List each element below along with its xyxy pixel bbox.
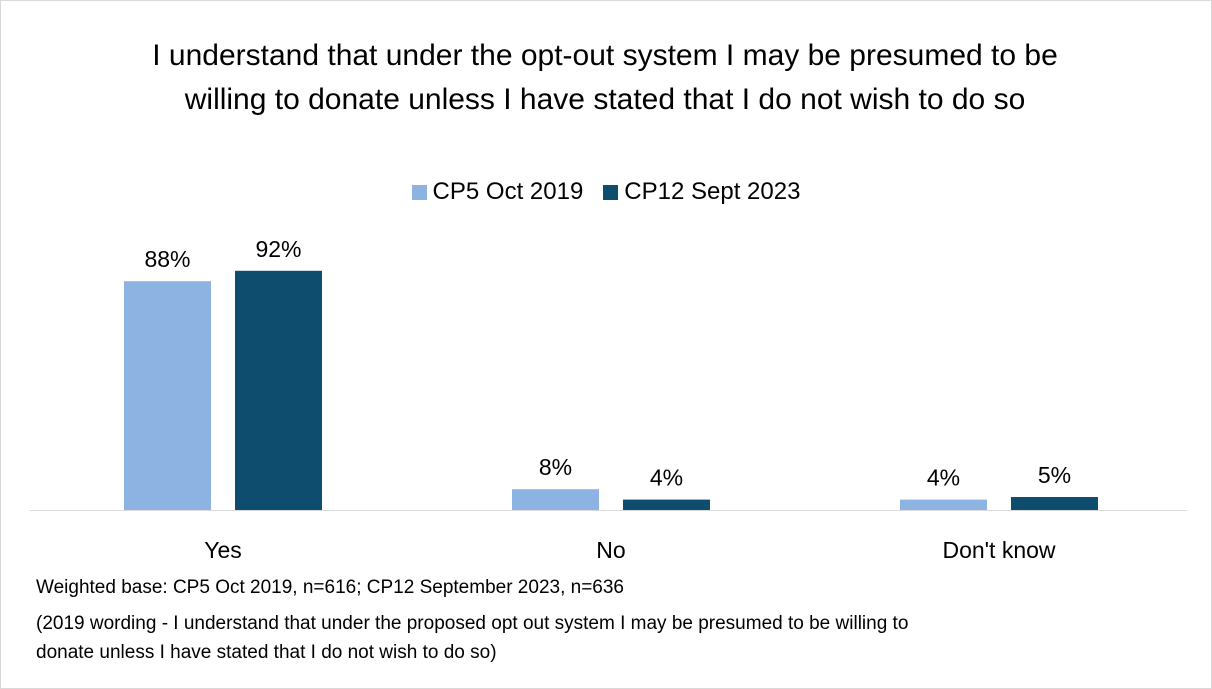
data-label-cp5-don-t-know: 4%	[927, 465, 960, 491]
category-label-no: No	[596, 537, 625, 563]
legend-item-cp12: CP12 Sept 2023	[603, 178, 800, 206]
category-label-don-t-know: Don't know	[942, 537, 1055, 563]
data-label-cp12-no: 4%	[650, 465, 683, 491]
bar-cp5-yes	[124, 281, 211, 510]
legend-item-cp5: CP5 Oct 2019	[411, 178, 584, 206]
legend-label-cp12: CP12 Sept 2023	[624, 178, 801, 205]
legend-label-cp5: CP5 Oct 2019	[432, 178, 584, 205]
data-label-cp12-yes: 92%	[255, 236, 301, 262]
bar-cp12-don-t-know	[1011, 497, 1098, 510]
bar-cp12-no	[623, 499, 710, 510]
data-label-cp5-no: 8%	[539, 454, 572, 480]
legend-swatch-cp5	[411, 184, 427, 200]
data-label-cp12-don-t-know: 5%	[1038, 462, 1071, 488]
bar-cp12-yes	[235, 270, 322, 510]
footnote-wording-line1: (2019 wording - I understand that under …	[36, 613, 909, 634]
footnote-base: Weighted base: CP5 Oct 2019, n=616; CP12…	[36, 577, 624, 598]
footnote-wording-line2: donate unless I have stated that I do no…	[36, 642, 497, 663]
bar-cp5-don-t-know	[900, 499, 987, 510]
category-label-yes: Yes	[204, 537, 242, 563]
legend-swatch-cp12	[603, 184, 619, 200]
legend: CP5 Oct 2019 CP12 Sept 2023	[0, 178, 1212, 206]
chart-title: I understand that under the opt-out syst…	[152, 39, 1058, 116]
data-label-cp5-yes: 88%	[144, 246, 190, 272]
bar-cp5-no	[512, 489, 599, 510]
